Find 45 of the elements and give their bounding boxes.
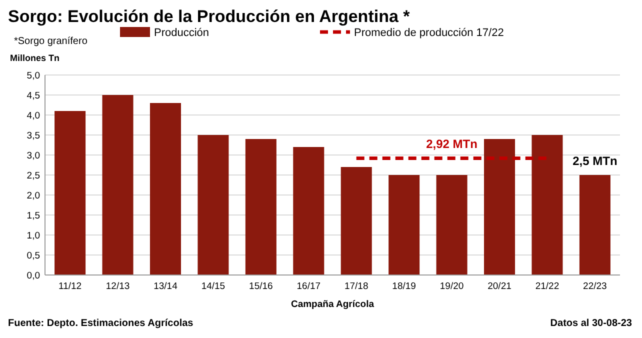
bar [532, 135, 563, 275]
x-tick-label: 18/19 [392, 281, 416, 292]
x-tick-label: 14/15 [201, 281, 226, 292]
bar [484, 139, 516, 275]
y-tick-label: 3,0 [26, 150, 40, 162]
y-tick-label: 0,5 [26, 250, 40, 262]
x-tick-label: 20/21 [488, 281, 512, 292]
bar [340, 167, 372, 275]
legend-label: Promedio de producción 17/22 [354, 27, 504, 39]
x-tick-label: 16/17 [296, 281, 321, 292]
y-tick-label: 1,0 [26, 230, 40, 242]
chart-title: Sorgo: Evolución de la Producción en Argentina * [8, 7, 410, 26]
y-tick-label: 4,0 [26, 110, 40, 122]
source-note: Fuente: Depto. Estimaciones Agrícolas [8, 318, 194, 329]
x-tick-label: 11/12 [58, 281, 82, 292]
y-tick-label: 2,0 [26, 190, 40, 202]
x-tick-label: 19/20 [440, 281, 464, 292]
bar [579, 175, 610, 275]
bar [54, 111, 86, 275]
y-tick-label: 2,5 [26, 170, 40, 182]
x-tick-label: 13/14 [154, 281, 178, 292]
y-tick-label: 4,5 [26, 90, 40, 102]
x-axis-title: Campaña Agrícola [290, 299, 375, 310]
x-tick-label: 15/16 [249, 281, 273, 292]
bar [150, 103, 181, 275]
legend-label: Producción [154, 27, 210, 39]
text: Datos al 30-08-23 [550, 318, 632, 329]
bar [102, 95, 134, 275]
bar [388, 175, 420, 275]
y-tick-label: 0,0 [26, 270, 40, 282]
chart-subtitle: *Sorgo granífero [14, 36, 88, 47]
y-tick-label: 5,0 [26, 70, 40, 82]
bar [198, 135, 229, 275]
bar [293, 147, 324, 275]
x-tick-label: 22/23 [583, 281, 607, 292]
bar [436, 175, 468, 275]
y-axis-title: Millones Tn [10, 53, 60, 63]
y-tick-label: 3,5 [26, 130, 40, 142]
x-tick-label: 17/18 [344, 281, 368, 292]
x-tick-label: 12/13 [106, 281, 130, 292]
y-tick-label: 1,5 [26, 210, 40, 222]
x-tick-label: 21/22 [535, 281, 560, 292]
annotation: 2,92 MTn [426, 137, 478, 152]
bar [245, 139, 276, 275]
annotation: 2,5 MTn [572, 154, 618, 168]
